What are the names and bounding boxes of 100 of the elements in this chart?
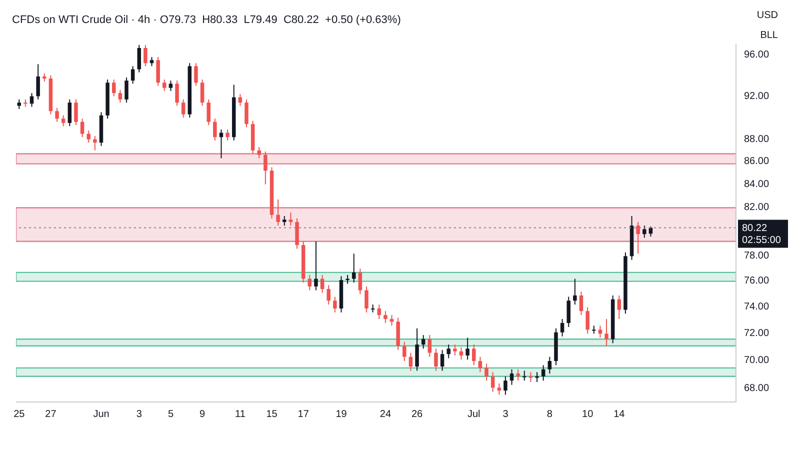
candlestick <box>352 253 356 284</box>
candlestick <box>516 368 520 382</box>
candlestick <box>421 334 426 350</box>
candlestick <box>617 294 622 320</box>
candlestick <box>181 98 186 118</box>
candlestick <box>55 107 59 122</box>
ref-line-label: 80.22 <box>742 222 768 234</box>
candlestick <box>168 80 173 92</box>
y-tick-label: 72.00 <box>744 328 770 339</box>
x-tick-label: 11 <box>235 409 246 420</box>
candlestick <box>144 44 148 67</box>
candlestick <box>200 79 204 106</box>
candlestick <box>384 310 388 324</box>
candlestick <box>308 274 312 291</box>
candlestick <box>93 136 97 151</box>
candlestick <box>472 344 476 366</box>
candlestick <box>510 368 514 386</box>
candlestick <box>257 146 262 159</box>
candlestick <box>541 364 546 382</box>
y-tick-label: 86.00 <box>744 156 770 168</box>
candlestick <box>642 225 646 238</box>
candlestick <box>162 79 166 92</box>
candlestick <box>219 128 224 159</box>
candlestick <box>80 118 84 138</box>
candlestick <box>244 98 248 128</box>
candlestick <box>586 306 590 334</box>
candlestick <box>466 337 470 360</box>
candlestick <box>295 218 299 250</box>
candlestick <box>68 98 72 127</box>
candlestick <box>137 44 142 73</box>
candlestick <box>453 344 457 356</box>
x-tick-label: 3 <box>502 409 509 420</box>
candlestick <box>288 212 293 226</box>
candlestick <box>548 356 552 374</box>
candlestick <box>428 334 432 358</box>
x-tick-label: 27 <box>45 409 57 420</box>
candlestick <box>598 325 602 338</box>
candlestick <box>150 56 154 67</box>
y-tick-label: 78.00 <box>744 250 770 262</box>
candlestick <box>402 341 406 362</box>
candlestick <box>194 62 198 86</box>
x-tick-label: 14 <box>614 409 626 420</box>
y-tick-label: 76.00 <box>744 276 770 287</box>
y-tick-label: 74.00 <box>744 301 770 312</box>
candlestick <box>370 304 375 313</box>
candlestick <box>604 318 608 346</box>
candlestick <box>118 89 122 104</box>
candlestick <box>636 221 640 254</box>
candlestick <box>276 198 280 226</box>
candlestick <box>484 363 488 382</box>
y-tick-label: 82.00 <box>744 202 770 214</box>
x-tick-label: 10 <box>582 409 594 420</box>
candlestick <box>579 291 584 316</box>
candlestick <box>156 56 160 86</box>
text: USD <box>756 10 778 21</box>
text: 02:55:00 <box>742 234 782 246</box>
candlestick <box>522 370 526 382</box>
candlestick <box>459 346 464 360</box>
y-tick-label: 96.00 <box>744 50 770 61</box>
x-tick-label: Jul <box>467 409 480 420</box>
x-tick-label: 25 <box>14 409 26 420</box>
y-tick-label: 70.00 <box>744 355 770 366</box>
candlestick <box>358 268 362 295</box>
text: BLL <box>760 30 778 41</box>
candlestick <box>497 382 502 396</box>
candlestick <box>175 80 179 106</box>
candlestick <box>74 98 78 126</box>
candlestick <box>130 66 135 84</box>
candlestick <box>61 114 66 127</box>
candlestick <box>213 118 217 141</box>
x-tick-label: 15 <box>266 409 278 420</box>
candlestick <box>446 344 450 359</box>
candlestick <box>17 98 22 110</box>
y-tick-label: 68.00 <box>744 383 770 394</box>
candlestick <box>573 278 577 306</box>
x-tick-label: 3 <box>136 409 142 420</box>
candlestick <box>490 372 495 392</box>
y-tick-label: 92.00 <box>744 90 770 102</box>
candlestick <box>282 216 286 226</box>
candlestick <box>415 328 419 372</box>
candlestick <box>333 296 337 313</box>
candlestick <box>364 286 368 313</box>
x-tick-label: 24 <box>380 409 392 420</box>
candlestick <box>124 76 128 104</box>
candlestick <box>504 376 508 396</box>
candlestick <box>264 150 268 185</box>
x-tick-label: 8 <box>546 409 553 420</box>
candlestick <box>535 372 539 382</box>
x-tick-label: 19 <box>336 409 348 420</box>
candlestick <box>320 274 324 294</box>
x-tick-label: 17 <box>298 409 310 420</box>
candlestick <box>528 372 533 382</box>
candlestick <box>314 240 318 291</box>
candlestick <box>566 296 570 328</box>
y-tick-label: 84.00 <box>744 178 770 190</box>
candlestick <box>434 348 438 372</box>
x-tick-label: 5 <box>168 409 174 420</box>
candlestick <box>560 318 564 337</box>
x-tick-label: 26 <box>411 409 424 420</box>
candlestick <box>226 128 230 141</box>
